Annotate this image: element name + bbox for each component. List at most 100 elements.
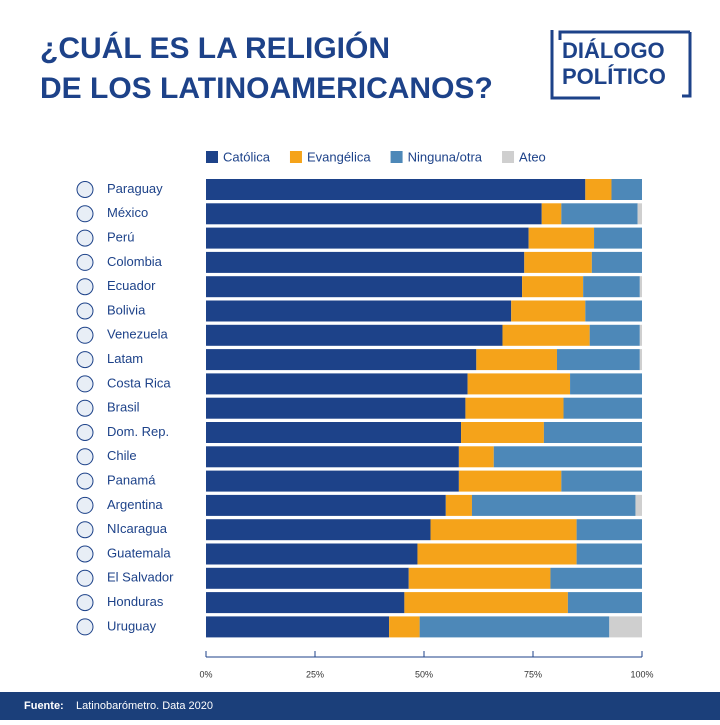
flag <box>76 326 94 344</box>
bar-segment <box>563 397 642 419</box>
source-text: Latinobarómetro. Data 2020 <box>76 700 213 712</box>
bar-segment <box>206 616 390 638</box>
bar-segment <box>541 203 562 225</box>
bar-segment <box>522 276 584 298</box>
bar-segment <box>476 349 557 371</box>
footer <box>0 692 720 720</box>
bar-segment <box>408 567 551 589</box>
title-line: ¿CUÁL ES LA RELIGIÓN <box>40 31 390 65</box>
bar-segment <box>570 373 642 395</box>
bar-segment <box>639 276 642 298</box>
bar-segment <box>206 470 459 492</box>
bar-segment <box>639 349 642 371</box>
flag <box>76 302 94 320</box>
logo-frame <box>550 30 600 100</box>
bar-segment <box>583 276 640 298</box>
flag <box>76 278 94 296</box>
flag <box>76 496 94 514</box>
legend-swatch <box>206 151 218 163</box>
bar-segment <box>639 324 642 346</box>
bar-segment <box>206 519 431 541</box>
y-tick-label: México <box>107 205 148 220</box>
bar-segment <box>206 446 459 468</box>
bar-segment <box>206 251 525 273</box>
bar-segment <box>417 543 577 565</box>
flag <box>76 594 94 612</box>
bar-segment <box>206 373 468 395</box>
bar-segment <box>461 422 544 443</box>
bar-segment <box>445 494 472 516</box>
bar-segment <box>611 179 642 200</box>
y-tick-label: Panamá <box>107 473 156 488</box>
bar-segment <box>206 397 466 419</box>
bar-segment <box>585 179 612 200</box>
bar-segment <box>458 446 494 468</box>
x-tick-label: 100% <box>630 669 653 679</box>
y-tick-label: Perú <box>107 230 134 245</box>
bar-segment <box>635 494 642 516</box>
bar-segment <box>465 397 564 419</box>
bar-segment <box>206 592 405 614</box>
bar-segment <box>576 519 642 541</box>
bar-segment <box>458 470 562 492</box>
flag <box>76 375 94 393</box>
flag <box>76 181 94 198</box>
bar-segment <box>206 349 477 371</box>
flag <box>76 472 94 490</box>
bar-segment <box>524 251 592 273</box>
legend-label: Evangélica <box>307 149 371 164</box>
legend-label: Ninguna/otra <box>408 149 483 164</box>
bar-segment <box>467 373 571 395</box>
legend-swatch <box>289 151 302 163</box>
bar-segment <box>419 616 610 638</box>
bar-segment <box>206 179 586 200</box>
y-tick-label: Bolivia <box>107 302 146 317</box>
title-line: DE LOS LATINOAMERICANOS? <box>40 72 493 105</box>
flag <box>76 229 94 247</box>
legend-swatch <box>390 151 403 163</box>
bar-segment <box>609 616 642 638</box>
bar-segment <box>471 494 636 516</box>
bar-segment <box>206 543 418 565</box>
legend-label: Católica <box>223 149 271 164</box>
bar-segment <box>206 276 523 298</box>
flag <box>76 205 94 223</box>
bar-segment <box>206 203 542 225</box>
flag <box>76 351 94 369</box>
y-tick-label: Latam <box>107 351 143 366</box>
y-tick-label: Paraguay <box>107 181 163 196</box>
bar-segment <box>404 592 568 614</box>
x-tick-label: 25% <box>306 669 324 679</box>
flag <box>76 521 94 539</box>
bar-segment <box>206 324 503 346</box>
legend-label: Ateo <box>519 149 546 164</box>
y-tick-label: Colombia <box>107 254 163 269</box>
bar-segment <box>589 324 640 346</box>
y-tick-label: Dom. Rep. <box>107 424 169 439</box>
flag <box>76 545 94 563</box>
bar-segment <box>561 203 638 225</box>
bar-segment <box>206 300 512 322</box>
x-tick-label: 75% <box>524 669 542 679</box>
bar-segment <box>206 567 409 589</box>
bar-segment <box>567 592 642 614</box>
y-tick-label: Venezuela <box>107 327 168 342</box>
y-tick-label: Honduras <box>107 594 164 609</box>
logo-frame <box>558 30 692 98</box>
bar-segment <box>206 494 446 516</box>
bar-segment <box>389 616 420 638</box>
flag <box>76 569 94 587</box>
y-tick-label: Uruguay <box>107 618 157 633</box>
x-tick-label: 50% <box>415 669 433 679</box>
flag <box>76 448 94 466</box>
y-tick-label: Brasil <box>107 400 140 415</box>
bar-segment <box>591 251 642 273</box>
bar-segment <box>206 422 462 443</box>
y-tick-label: NIcaragua <box>107 521 168 536</box>
y-tick-label: El Salvador <box>107 570 174 585</box>
y-tick-label: Chile <box>107 448 137 463</box>
flag <box>76 424 94 441</box>
y-tick-label: Ecuador <box>107 278 156 293</box>
